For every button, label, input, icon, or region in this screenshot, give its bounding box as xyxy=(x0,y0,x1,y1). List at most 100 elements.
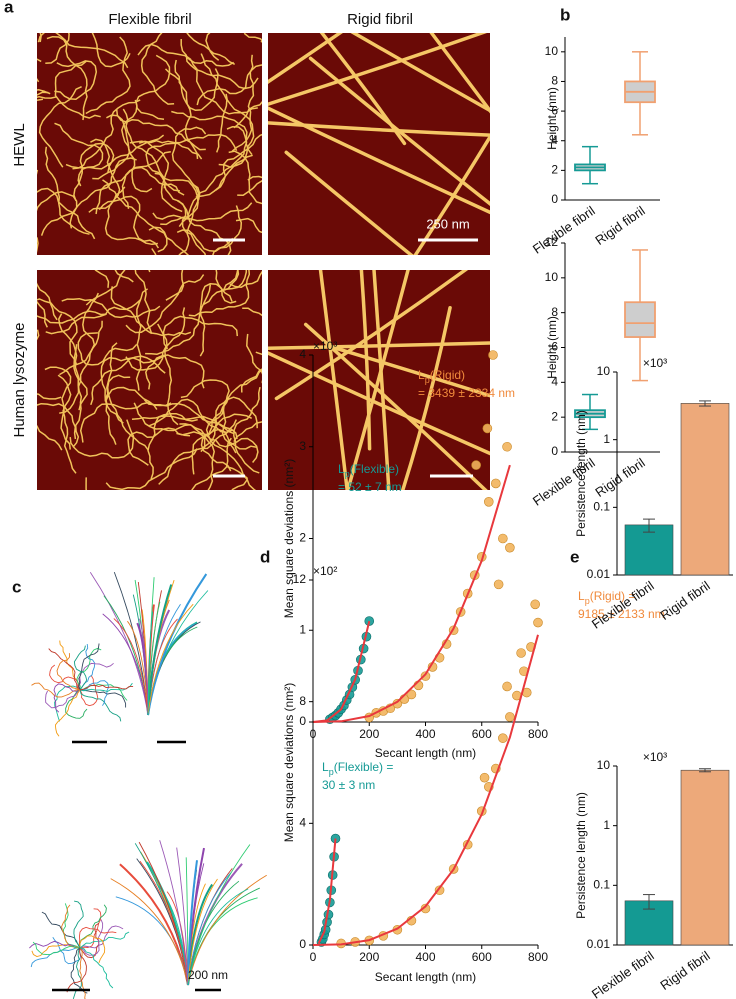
fibril-trace xyxy=(103,595,149,716)
afm-fibril xyxy=(240,368,262,393)
y-axis-label: Persistence length (nm) xyxy=(574,410,588,537)
x-tick-label: 0 xyxy=(310,950,317,964)
afm-fibril xyxy=(233,386,261,474)
x-tick-label: 200 xyxy=(359,950,379,964)
annotation: Lp(Rigid) xyxy=(418,368,465,385)
fibril-trace xyxy=(79,931,130,949)
afm-fibril xyxy=(44,146,90,235)
fibril-trace xyxy=(29,940,80,949)
point xyxy=(530,599,540,610)
afm-fibril xyxy=(37,191,78,236)
afm-fibrils xyxy=(268,270,490,490)
annotation-subscript: p xyxy=(585,596,590,606)
afm-fibril xyxy=(413,133,490,255)
scale-bar-label: 200 nm xyxy=(188,968,228,982)
annotation-text: (Flexible) xyxy=(350,462,399,476)
y-axis-label: Mean square deviations (nm²) xyxy=(282,683,296,842)
point xyxy=(471,460,481,470)
afm-fibril xyxy=(233,421,262,443)
y-tick-label: 0 xyxy=(551,192,558,206)
bar xyxy=(624,524,674,576)
afm-fibril xyxy=(148,226,234,255)
afm-fibril xyxy=(127,427,191,466)
fibril-trace xyxy=(54,689,81,737)
point xyxy=(420,671,431,681)
fibril-trace xyxy=(76,647,102,691)
annotation: 30 ± 3 nm xyxy=(322,778,375,792)
fibril-trace xyxy=(187,878,218,986)
afm-fibril xyxy=(91,33,131,68)
afm-fibril xyxy=(37,33,129,69)
y-tick-label: 12 xyxy=(545,235,559,249)
fibril-trace xyxy=(187,874,267,986)
afm-fibril xyxy=(37,95,57,99)
annotation-text: L xyxy=(578,589,585,603)
annotation-text: L xyxy=(322,760,329,774)
y-tick-label: 1 xyxy=(299,622,306,636)
afm-fibrils xyxy=(37,270,262,490)
point xyxy=(483,496,494,507)
y-tick-label: 10 xyxy=(545,44,559,58)
fibril-trace xyxy=(79,935,106,964)
afm-fibril xyxy=(325,343,490,398)
x-tick-label: 800 xyxy=(528,727,548,741)
panel-label: d xyxy=(260,547,270,566)
y-tick-label: 0.1 xyxy=(593,500,610,514)
fit-line xyxy=(317,838,337,944)
y-tick-label: 0 xyxy=(299,937,306,951)
afm-fibril xyxy=(152,202,253,222)
x-tick-label: Flexible fibril xyxy=(589,948,657,999)
y-tick-label: 6 xyxy=(551,340,558,354)
afm-fibril xyxy=(37,300,48,328)
afm-fibril xyxy=(237,179,262,197)
x-tick-label: Rigid fibril xyxy=(657,948,712,993)
afm-image xyxy=(268,33,490,255)
fibril-trace xyxy=(159,840,189,986)
fibril-trace xyxy=(89,572,149,716)
y-tick-label: 2 xyxy=(299,531,306,545)
fibril-trace xyxy=(139,860,189,986)
axis-multiplier: ×10³ xyxy=(643,356,667,370)
y-tick-label: 8 xyxy=(299,694,306,708)
afm-fibril xyxy=(57,374,77,474)
annotation-subscript: p xyxy=(329,767,334,777)
point xyxy=(488,350,498,360)
point xyxy=(505,542,515,553)
afm-fibril xyxy=(221,396,258,454)
afm-fibril xyxy=(104,186,159,246)
annotation: Lp(Flexible) xyxy=(338,462,399,479)
afm-fibril xyxy=(37,298,78,365)
fibril-trace xyxy=(70,947,88,994)
afm-fibril xyxy=(199,282,233,357)
fibril-trace xyxy=(147,621,201,716)
afm-fibril xyxy=(202,369,262,449)
y-axis-label: Persistence length (nm) xyxy=(574,792,588,919)
afm-fibril xyxy=(59,320,103,414)
afm-fibril xyxy=(372,270,391,490)
fibril-trace xyxy=(147,584,173,716)
afm-fibril xyxy=(243,33,262,42)
afm-fibril xyxy=(149,398,233,434)
afm-fibril xyxy=(106,114,153,193)
point xyxy=(498,733,508,743)
y-tick-label: 10 xyxy=(597,364,611,378)
afm-fibril xyxy=(39,33,42,43)
panel-label: a xyxy=(4,0,14,16)
fibril-trace xyxy=(52,936,82,965)
point xyxy=(502,681,512,692)
afm-fibril xyxy=(46,35,88,121)
x-axis-label: Secant length (nm) xyxy=(375,970,476,984)
afm-fibril xyxy=(106,374,150,451)
afm-fibril xyxy=(37,78,40,83)
afm-fibril xyxy=(186,33,236,65)
afm-fibril xyxy=(246,333,262,384)
afm-fibril xyxy=(303,322,488,490)
afm-fibril xyxy=(85,36,131,115)
annotation-subscript: p xyxy=(425,375,430,385)
column-header: Rigid fibril xyxy=(347,11,413,28)
y-tick-label: 2 xyxy=(551,163,558,177)
afm-fibril xyxy=(77,332,138,366)
afm-fibril xyxy=(131,415,235,435)
x-tick-label: 400 xyxy=(415,950,435,964)
